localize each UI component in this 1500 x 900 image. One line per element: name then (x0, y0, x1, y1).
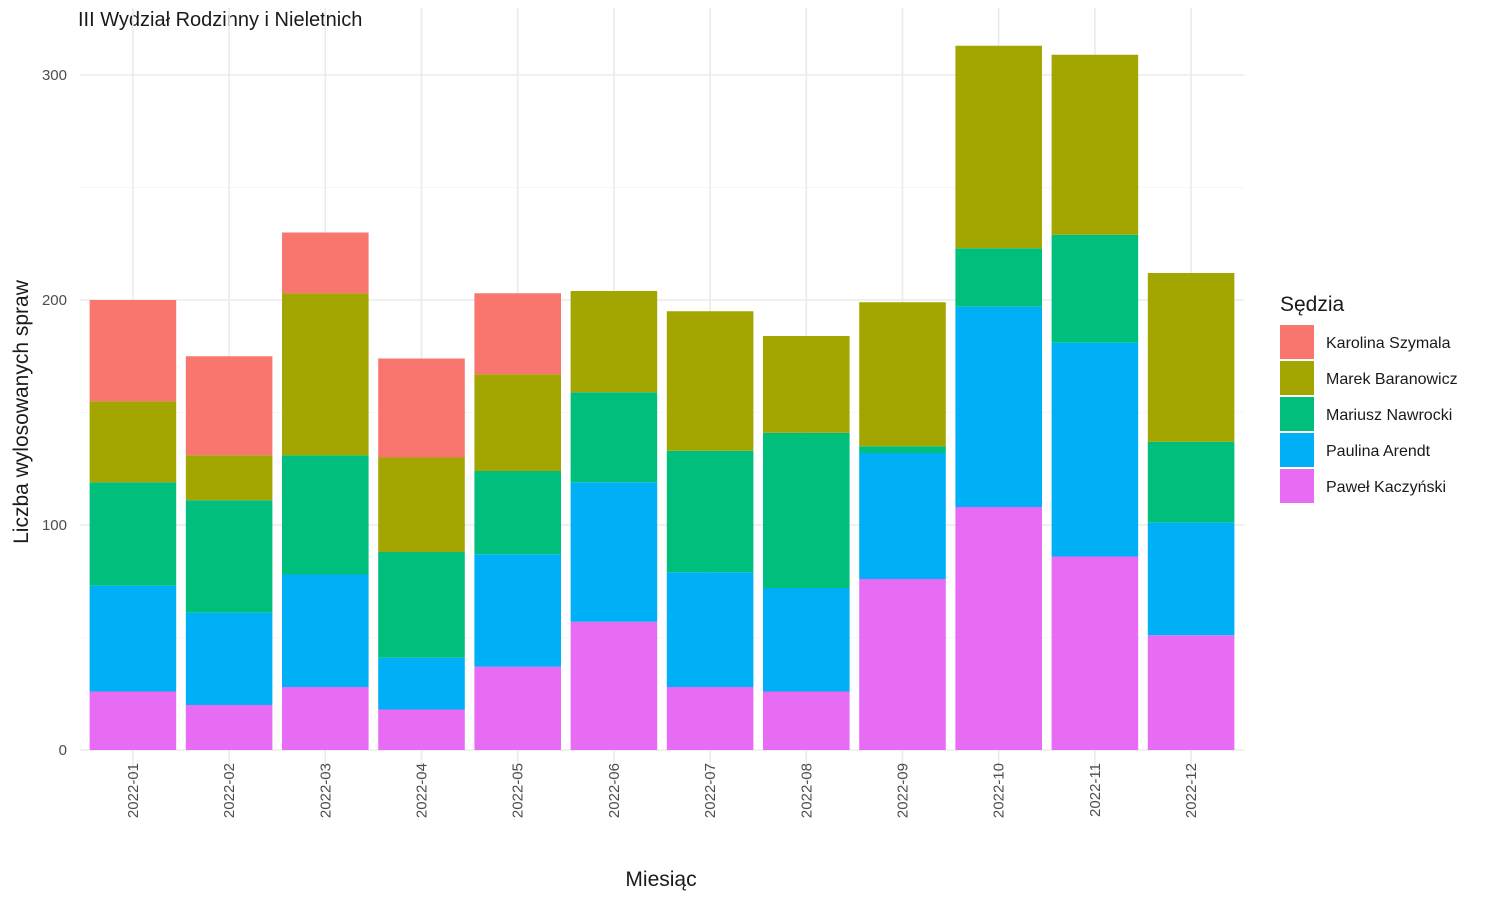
bar-segment (1147, 522, 1235, 636)
bar-segment (282, 293, 369, 456)
bar-segment (185, 455, 273, 501)
bar-segment (955, 306, 1042, 507)
bar-segment (859, 302, 946, 447)
bar-segment (89, 300, 177, 402)
bars (89, 45, 1235, 750)
legend-swatch (1280, 361, 1314, 395)
x-tick-label: 2022-06 (606, 763, 623, 818)
bar-segment (955, 248, 1042, 307)
bar-segment (1051, 556, 1139, 750)
bar-segment (859, 446, 946, 453)
bar-segment (763, 691, 850, 750)
bar-segment (955, 45, 1042, 249)
bar-segment (570, 482, 658, 622)
bar-segment (378, 657, 465, 710)
bar-segment (89, 482, 177, 586)
legend-label: Paulina Arendt (1326, 443, 1431, 460)
bar-segment (1051, 342, 1139, 557)
bar-segment (1147, 441, 1235, 523)
bar-segment (282, 687, 369, 750)
legend-swatch (1280, 325, 1314, 359)
bar-segment (185, 612, 273, 705)
bar-segment (1147, 635, 1235, 750)
bar-segment (474, 666, 561, 750)
bar-segment (763, 588, 850, 692)
x-tick-label: 2022-10 (991, 763, 1008, 818)
bar-segment (570, 621, 658, 750)
bar-segment (666, 311, 754, 451)
legend-label: Marek Baranowicz (1326, 371, 1458, 388)
bar-segment (89, 585, 177, 692)
y-tick-label: 300 (42, 67, 67, 84)
x-tick-label: 2022-01 (125, 763, 142, 818)
legend-items: Karolina Szymala Marek Baranowicz Mariusz … (1280, 325, 1458, 503)
bar-segment (185, 356, 273, 456)
bar-segment (474, 293, 561, 375)
y-tick-label: 100 (42, 517, 67, 534)
legend-label: Mariusz Nawrocki (1326, 407, 1452, 424)
x-tick-label: 2022-12 (1183, 763, 1200, 818)
bar-segment (378, 709, 465, 750)
bar-segment (378, 552, 465, 658)
bar-segment (1051, 54, 1139, 235)
bar-segment (474, 554, 561, 667)
x-tick-label: 2022-07 (702, 763, 719, 818)
bar-segment (763, 336, 850, 433)
y-tick-label: 0 (59, 742, 67, 759)
chart-title: III Wydział Rodzinny i Nieletnich (78, 9, 362, 31)
x-tick-label: 2022-04 (414, 763, 431, 818)
x-tick-label: 2022-02 (221, 763, 238, 818)
bar-segment (570, 291, 658, 393)
x-axis-ticks: 2022-01 2022-02 2022-03 2022-04 2022-05 2022-… (125, 763, 1200, 818)
legend-swatch (1280, 469, 1314, 503)
legend-label: Karolina Szymala (1326, 335, 1451, 352)
bar-segment (282, 232, 369, 294)
bar-segment (474, 374, 561, 471)
x-tick-label: 2022-08 (798, 763, 815, 818)
bar-segment (1051, 234, 1139, 343)
y-axis-ticks: 0 100 200 300 (42, 67, 67, 759)
bar-segment (89, 401, 177, 483)
legend-swatch (1280, 397, 1314, 431)
legend-swatch (1280, 433, 1314, 467)
y-axis-title: Liczba wylosowanych spraw (10, 279, 33, 544)
bar-segment (763, 432, 850, 588)
bar-segment (570, 392, 658, 483)
x-axis-title: Miesiąc (625, 868, 696, 891)
bar-segment (955, 507, 1042, 750)
legend: Sędzia Karolina Szymala Marek Baranowicz M… (1280, 293, 1458, 503)
bar-segment (1147, 273, 1235, 442)
bar-segment (378, 358, 465, 458)
bar-segment (666, 572, 754, 687)
bar-segment (859, 453, 946, 579)
x-tick-label: 2022-11 (1087, 763, 1104, 817)
legend-label: Paweł Kaczyński (1326, 479, 1446, 496)
bar-segment (185, 705, 273, 750)
bar-segment (378, 457, 465, 552)
bar-segment (89, 691, 177, 750)
y-tick-label: 200 (42, 292, 67, 309)
bar-segment (474, 471, 561, 555)
x-tick-label: 2022-05 (510, 763, 527, 818)
bar-segment (859, 579, 946, 750)
legend-title: Sędzia (1280, 293, 1345, 316)
bar-segment (282, 574, 369, 687)
x-tick-label: 2022-09 (894, 763, 911, 818)
bar-segment (666, 450, 754, 573)
bar-segment (666, 687, 754, 750)
bar-segment (282, 455, 369, 575)
x-tick-label: 2022-03 (317, 763, 334, 818)
bar-segment (185, 500, 273, 613)
